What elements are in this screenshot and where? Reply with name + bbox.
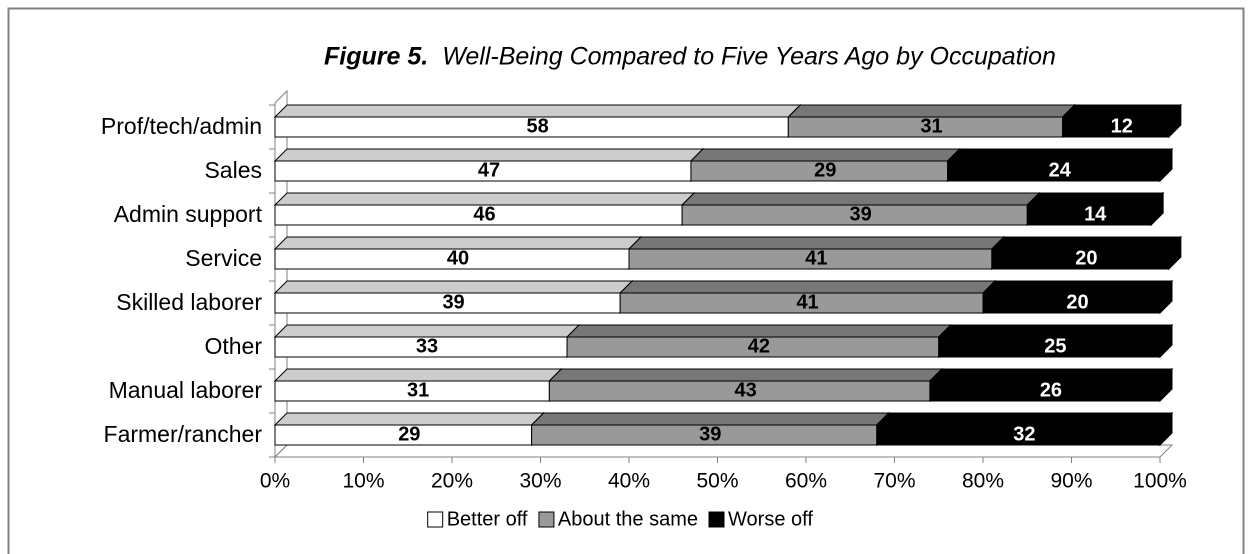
- figure-label: Figure 5.: [324, 43, 428, 71]
- data-label: 20: [1075, 247, 1097, 269]
- data-label: 39: [699, 423, 721, 445]
- data-label: 46: [473, 203, 495, 225]
- x-tick-label: 50%: [696, 470, 738, 493]
- chart-title: Well-Being Compared to Five Years Ago by…: [442, 43, 1056, 71]
- data-label: 39: [442, 291, 464, 313]
- bar: [876, 424, 1161, 446]
- bar: [991, 248, 1170, 270]
- legend-swatch: [427, 511, 444, 528]
- data-label: 32: [1013, 423, 1035, 445]
- y-tick-label: Sales: [204, 157, 262, 183]
- data-label: 20: [1066, 291, 1088, 313]
- data-label: 41: [805, 247, 827, 269]
- y-tick-label: Farmer/rancher: [104, 421, 263, 447]
- x-tick-label: 20%: [431, 470, 473, 493]
- data-label: 31: [407, 379, 429, 401]
- frame: [7, 7, 1245, 554]
- back-wall: [274, 89, 288, 459]
- y-tick-label: Prof/tech/admin: [101, 113, 262, 139]
- x-tick-label: 100%: [1133, 470, 1187, 493]
- bar: [982, 292, 1161, 314]
- y-tick-label: Service: [185, 245, 262, 271]
- x-tick-label: 60%: [785, 470, 827, 493]
- data-label: 58: [527, 115, 549, 137]
- legend-label: Better off: [447, 508, 528, 530]
- y-tick-label: Admin support: [114, 201, 263, 227]
- data-label: 43: [735, 379, 757, 401]
- data-label: 14: [1084, 203, 1107, 225]
- x-tick-label: 70%: [873, 470, 915, 493]
- x-tick-label: 10%: [342, 470, 384, 493]
- bar: [1026, 204, 1152, 226]
- data-label: 29: [814, 159, 836, 181]
- y-tick-label: Manual laborer: [109, 377, 263, 403]
- x-tick-label: 30%: [519, 470, 561, 493]
- bar: [938, 336, 1161, 358]
- data-label: 47: [478, 159, 500, 181]
- y-tick-label: Other: [204, 333, 262, 359]
- x-tick-label: 80%: [962, 470, 1004, 493]
- y-tick-label: Skilled laborer: [116, 289, 262, 315]
- x-tick-label: 90%: [1050, 470, 1092, 493]
- data-label: 26: [1040, 379, 1062, 401]
- legend-label: Worse off: [728, 508, 813, 530]
- data-label: 42: [748, 335, 770, 357]
- data-label: 25: [1044, 335, 1066, 357]
- data-label: 29: [398, 423, 420, 445]
- data-label: 31: [920, 115, 942, 137]
- x-tick-label: 40%: [608, 470, 650, 493]
- data-label: 41: [796, 291, 818, 313]
- legend-swatch: [708, 511, 725, 528]
- bar: [947, 160, 1161, 182]
- data-label: 40: [447, 247, 469, 269]
- legend-swatch: [538, 511, 555, 528]
- x-tick-label: 0%: [260, 470, 290, 493]
- bar: [929, 380, 1161, 402]
- data-label: 33: [416, 335, 438, 357]
- floor: [273, 444, 1174, 458]
- bar: [1062, 116, 1170, 138]
- data-label: 24: [1049, 159, 1072, 181]
- legend-label: About the same: [558, 508, 698, 530]
- data-label: 39: [850, 203, 872, 225]
- data-label: 12: [1111, 115, 1133, 137]
